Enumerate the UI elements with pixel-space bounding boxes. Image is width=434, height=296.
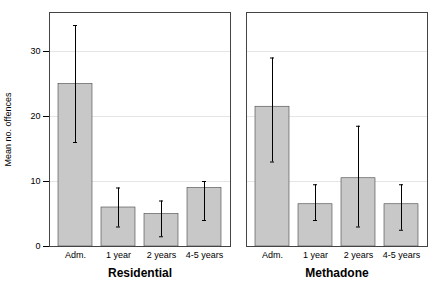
- svg-text:20: 20: [30, 111, 40, 121]
- svg-text:Mean no. offences: Mean no. offences: [3, 92, 13, 166]
- svg-text:4-5 years: 4-5 years: [383, 250, 421, 260]
- svg-text:Methadone: Methadone: [305, 266, 369, 280]
- svg-text:4-5 years: 4-5 years: [186, 250, 224, 260]
- svg-text:Adm.: Adm.: [262, 250, 283, 260]
- svg-text:Adm.: Adm.: [65, 250, 86, 260]
- svg-text:1 year: 1 year: [106, 250, 131, 260]
- svg-text:Residential: Residential: [108, 266, 172, 280]
- svg-text:10: 10: [30, 176, 40, 186]
- svg-text:2 years: 2 years: [344, 250, 374, 260]
- svg-text:0: 0: [35, 241, 40, 251]
- svg-text:30: 30: [30, 46, 40, 56]
- svg-text:2 years: 2 years: [147, 250, 177, 260]
- svg-text:1 year: 1 year: [303, 250, 328, 260]
